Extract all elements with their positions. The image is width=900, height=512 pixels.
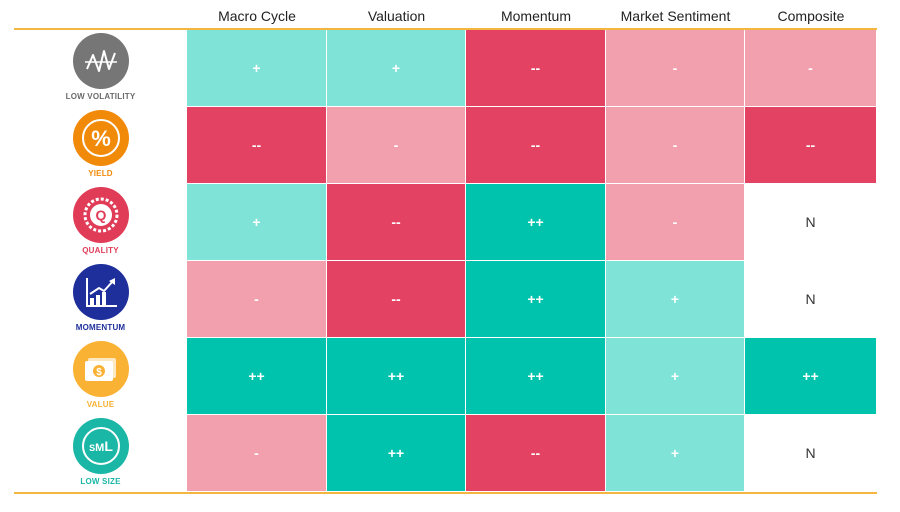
rising-chart-icon: [73, 264, 129, 320]
factor-label: LOW VOLATILITY: [65, 92, 136, 101]
signal-grid: + + -- - - -- - -- - -- + -- ++ - N - -- ++ + N ++ ++ ++ + ++ - ++…: [187, 30, 877, 492]
column-header-macro-cycle: Macro Cycle: [218, 8, 296, 24]
signal-cell: -: [606, 30, 745, 107]
signal-cell: -: [606, 184, 745, 261]
factor-low-size: SML LOW SIZE: [14, 415, 187, 492]
factor-momentum: MOMENTUM: [14, 261, 187, 338]
signal-cell: +: [606, 415, 745, 492]
signal-cell: ++: [327, 415, 466, 492]
svg-text:SML: SML: [89, 438, 113, 454]
factor-value: $ VALUE: [14, 338, 187, 415]
signal-cell: --: [466, 107, 606, 184]
top-rule: [14, 28, 877, 30]
dollar-bills-icon: $: [73, 341, 129, 397]
signal-cell: -: [327, 107, 466, 184]
bottom-rule: [14, 492, 877, 494]
factor-label: MOMENTUM: [75, 323, 126, 332]
factor-list: LOW VOLATILITY% YIELD Q QUALITY MOMENTUM $ VAL…: [14, 30, 187, 492]
signal-cell: ++: [187, 338, 327, 415]
column-header-composite: Composite: [777, 8, 845, 24]
signal-cell: +: [187, 30, 327, 107]
signal-cell: N: [745, 415, 877, 492]
signal-cell: ++: [745, 338, 877, 415]
signal-cell: ++: [466, 184, 606, 261]
signal-cell: ++: [466, 261, 606, 338]
signal-cell: --: [327, 184, 466, 261]
column-header-valuation: Valuation: [367, 8, 426, 24]
signal-cell: --: [187, 107, 327, 184]
factor-label: VALUE: [86, 400, 115, 409]
svg-text:%: %: [91, 126, 111, 151]
svg-text:$: $: [96, 367, 102, 378]
column-header-market-sentiment: Market Sentiment: [620, 8, 731, 24]
factor-low-volatility: LOW VOLATILITY: [14, 30, 187, 107]
signal-cell: --: [745, 107, 877, 184]
signal-cell: --: [466, 415, 606, 492]
svg-text:Q: Q: [96, 207, 107, 223]
signal-cell: -: [606, 107, 745, 184]
column-header-momentum: Momentum: [500, 8, 572, 24]
signal-cell: ++: [466, 338, 606, 415]
quality-seal-icon: Q: [73, 187, 129, 243]
factor-yield: % YIELD: [14, 107, 187, 184]
low-volatility-icon: [73, 33, 129, 89]
sml-icon: SML: [73, 418, 129, 474]
signal-cell: +: [606, 261, 745, 338]
signal-cell: +: [187, 184, 327, 261]
column-header-row: Macro Cycle Valuation Momentum Market Senti…: [187, 4, 877, 28]
factor-label: QUALITY: [82, 246, 119, 255]
factor-label: YIELD: [88, 169, 113, 178]
signal-cell: -: [187, 415, 327, 492]
signal-cell: N: [745, 261, 877, 338]
factor-label: LOW SIZE: [80, 477, 121, 486]
signal-cell: --: [466, 30, 606, 107]
factor-quality: Q QUALITY: [14, 184, 187, 261]
signal-cell: +: [606, 338, 745, 415]
signal-cell: ++: [327, 338, 466, 415]
percent-icon: %: [73, 110, 129, 166]
signal-cell: +: [327, 30, 466, 107]
signal-cell: N: [745, 184, 877, 261]
signal-cell: -: [745, 30, 877, 107]
signal-cell: -: [187, 261, 327, 338]
signal-cell: --: [327, 261, 466, 338]
